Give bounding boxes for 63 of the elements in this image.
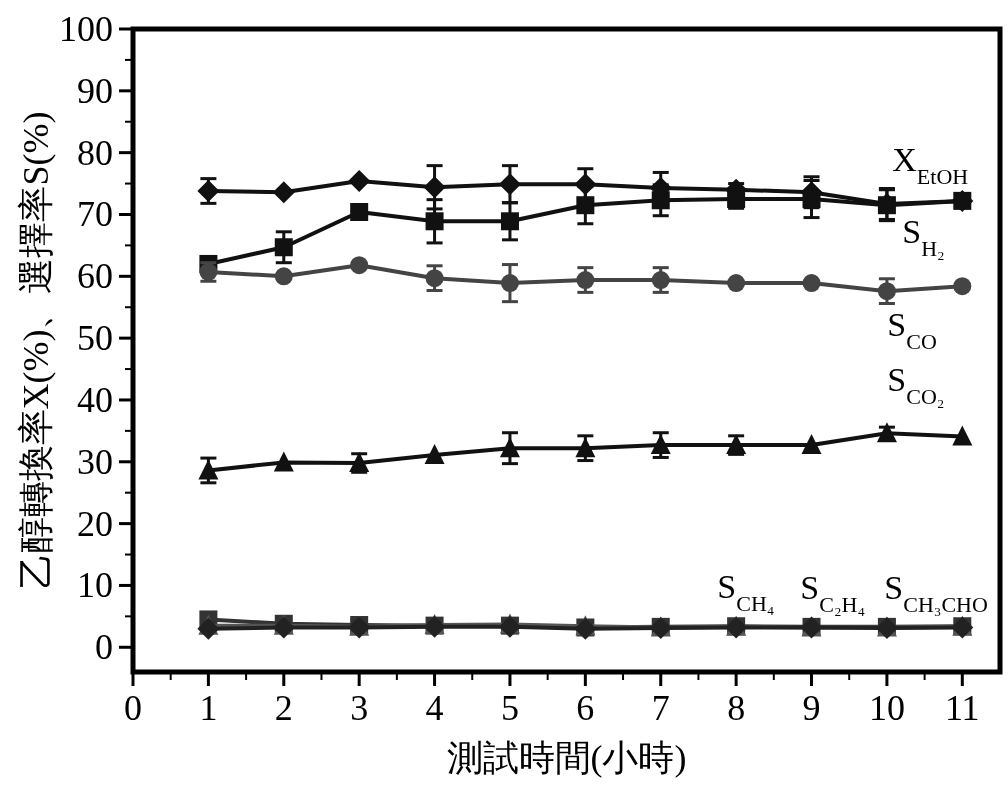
- point: [576, 271, 595, 290]
- point: [952, 425, 973, 446]
- point: [877, 282, 896, 301]
- point: [575, 437, 596, 458]
- point: [274, 267, 293, 286]
- y-tick-label: 0: [95, 627, 113, 668]
- point: [274, 238, 293, 257]
- x-tick-label: 2: [274, 688, 293, 728]
- point: [350, 256, 369, 275]
- point: [727, 274, 746, 293]
- point: [651, 271, 670, 290]
- x-tick-label: 4: [425, 688, 444, 728]
- point: [651, 191, 670, 210]
- y-tick-label: 60: [77, 256, 113, 297]
- x-tick-label: 8: [727, 688, 746, 728]
- x-tick-label: 5: [500, 688, 519, 728]
- point: [425, 269, 444, 288]
- series-label: S$_{CO₂}$: [887, 361, 945, 409]
- x-tick-label: 7: [651, 688, 670, 728]
- x-axis-title: 測試時間(小時): [446, 738, 687, 778]
- legend-label: S$_{H₂}$: [902, 212, 945, 261]
- point: [197, 617, 220, 640]
- x-tick-label: 6: [576, 688, 595, 728]
- series-label: S$_{CH₃CHO}$: [884, 569, 988, 617]
- y-tick-label: 40: [77, 379, 113, 420]
- point: [423, 176, 446, 199]
- point: [498, 173, 521, 196]
- point: [425, 212, 444, 231]
- point: [348, 170, 371, 193]
- point: [802, 190, 821, 209]
- series-label: X$_{EtOH}$: [892, 140, 969, 189]
- point: [576, 196, 595, 215]
- x-tick-label: 3: [350, 688, 369, 728]
- y-tick-label: 20: [77, 503, 113, 544]
- point: [198, 459, 219, 480]
- y-tick-label: 80: [77, 132, 113, 173]
- y-tick-label: 10: [77, 565, 113, 606]
- x-tick-label: 9: [802, 688, 821, 728]
- point: [272, 181, 295, 204]
- x-tick-label: 1: [199, 688, 218, 728]
- y-tick-label: 30: [77, 441, 113, 482]
- series-label: S$_{C₂H₄}$: [800, 568, 866, 617]
- x-tick-label: 10: [868, 688, 905, 728]
- point: [877, 196, 896, 215]
- point: [500, 274, 519, 293]
- point: [500, 212, 519, 231]
- series-label: S$_{CO}$: [887, 306, 937, 354]
- point: [350, 203, 369, 222]
- point: [727, 190, 746, 209]
- point: [499, 437, 520, 458]
- y-tick-label: 90: [77, 70, 113, 111]
- point: [953, 277, 972, 296]
- y-tick-label: 50: [77, 318, 113, 359]
- point: [424, 443, 445, 464]
- point: [801, 434, 822, 455]
- y-axis-title: 乙醇轉換率X(%)、選擇率S(%): [16, 111, 56, 590]
- point: [802, 274, 821, 293]
- y-tick-label: 70: [77, 194, 113, 235]
- x-tick-label: 11: [944, 688, 980, 728]
- series-label: S$_{CH₄}$: [717, 568, 775, 616]
- y-tick-label: 100: [59, 9, 113, 49]
- x-tick-label: 0: [124, 688, 142, 728]
- point: [273, 451, 294, 472]
